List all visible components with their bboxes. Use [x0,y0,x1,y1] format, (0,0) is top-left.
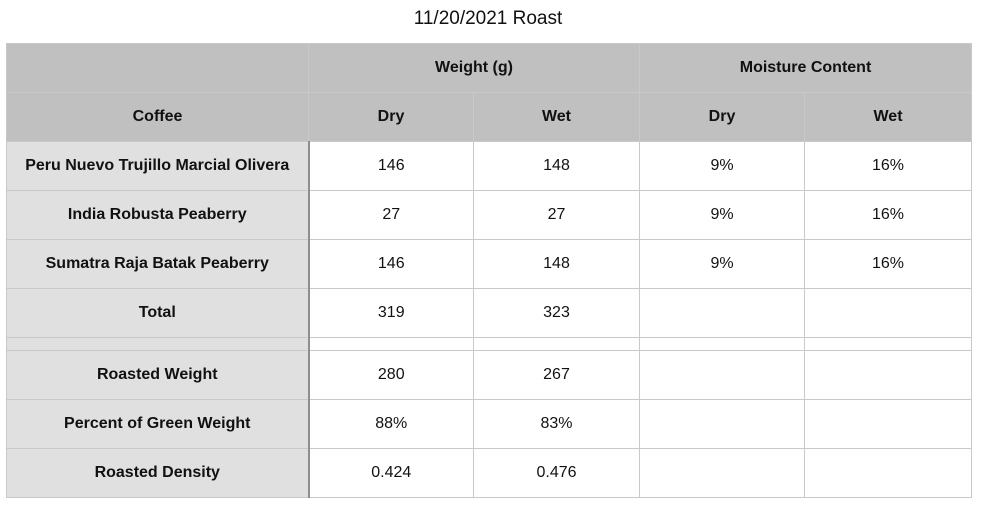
coffee-name: India Robusta Peaberry [6,190,309,240]
spacer-row [6,337,973,351]
total-weight-wet: 323 [473,288,640,338]
page-title: 11/20/2021 Roast [413,8,563,29]
table-row: India Robusta Peaberry 27 27 9% 16% [6,190,973,240]
summary-empty-cell [803,399,973,449]
header-empty-cell [6,43,309,93]
summary-empty-cell [639,448,805,498]
summary-empty-cell [803,448,973,498]
coffee-name: Peru Nuevo Trujillo Marcial Olivera [6,141,309,191]
moisture-dry-cell: 9% [639,141,805,191]
summary-empty-cell [639,399,805,449]
spacer-cell [307,337,474,351]
weight-dry-cell: 27 [307,190,474,240]
header-moisture-wet: Wet [803,92,973,142]
spacer-cell [6,337,309,351]
group-header-row: Weight (g) Moisture Content [6,43,973,93]
header-moisture-dry: Dry [639,92,805,142]
spacer-cell [803,337,973,351]
header-weight-wet: Wet [473,92,640,142]
summary-dry-cell: 88% [307,399,474,449]
summary-empty-cell [803,350,973,400]
header-weight-dry: Dry [308,92,474,142]
summary-wet-cell: 83% [473,399,640,449]
total-row: Total 319 323 [6,288,973,338]
moisture-dry-cell: 9% [639,190,805,240]
header-coffee: Coffee [6,92,309,142]
table-row: Peru Nuevo Trujillo Marcial Olivera 146 … [6,141,973,191]
summary-row: Roasted Weight 280 267 [6,350,973,400]
total-label: Total [6,288,309,338]
header-weight-group: Weight (g) [308,43,640,93]
table-row: Sumatra Raja Batak Peaberry 146 148 9% 1… [6,239,973,289]
moisture-dry-cell: 9% [639,239,805,289]
summary-label: Roasted Density [6,448,309,498]
moisture-wet-cell: 16% [803,239,973,289]
weight-dry-cell: 146 [307,239,474,289]
summary-dry-cell: 0.424 [307,448,474,498]
column-header-row: Coffee Dry Wet Dry Wet [6,92,973,142]
total-moisture-wet [803,288,973,338]
summary-dry-cell: 280 [307,350,474,400]
summary-row: Roasted Density 0.424 0.476 [6,448,973,498]
spacer-cell [639,337,805,351]
moisture-wet-cell: 16% [803,141,973,191]
spacer-cell [473,337,640,351]
weight-wet-cell: 148 [473,141,640,191]
summary-wet-cell: 267 [473,350,640,400]
total-weight-dry: 319 [307,288,474,338]
weight-dry-cell: 146 [307,141,474,191]
moisture-wet-cell: 16% [803,190,973,240]
header-moisture-group: Moisture Content [638,43,973,93]
summary-label: Roasted Weight [6,350,309,400]
coffee-name: Sumatra Raja Batak Peaberry [6,239,309,289]
summary-empty-cell [639,350,805,400]
summary-row: Percent of Green Weight 88% 83% [6,399,973,449]
weight-wet-cell: 148 [473,239,640,289]
summary-label: Percent of Green Weight [6,399,309,449]
roast-table: Weight (g) Moisture Content Coffee Dry W… [6,43,973,498]
summary-wet-cell: 0.476 [473,448,640,498]
weight-wet-cell: 27 [473,190,640,240]
total-moisture-dry [639,288,805,338]
